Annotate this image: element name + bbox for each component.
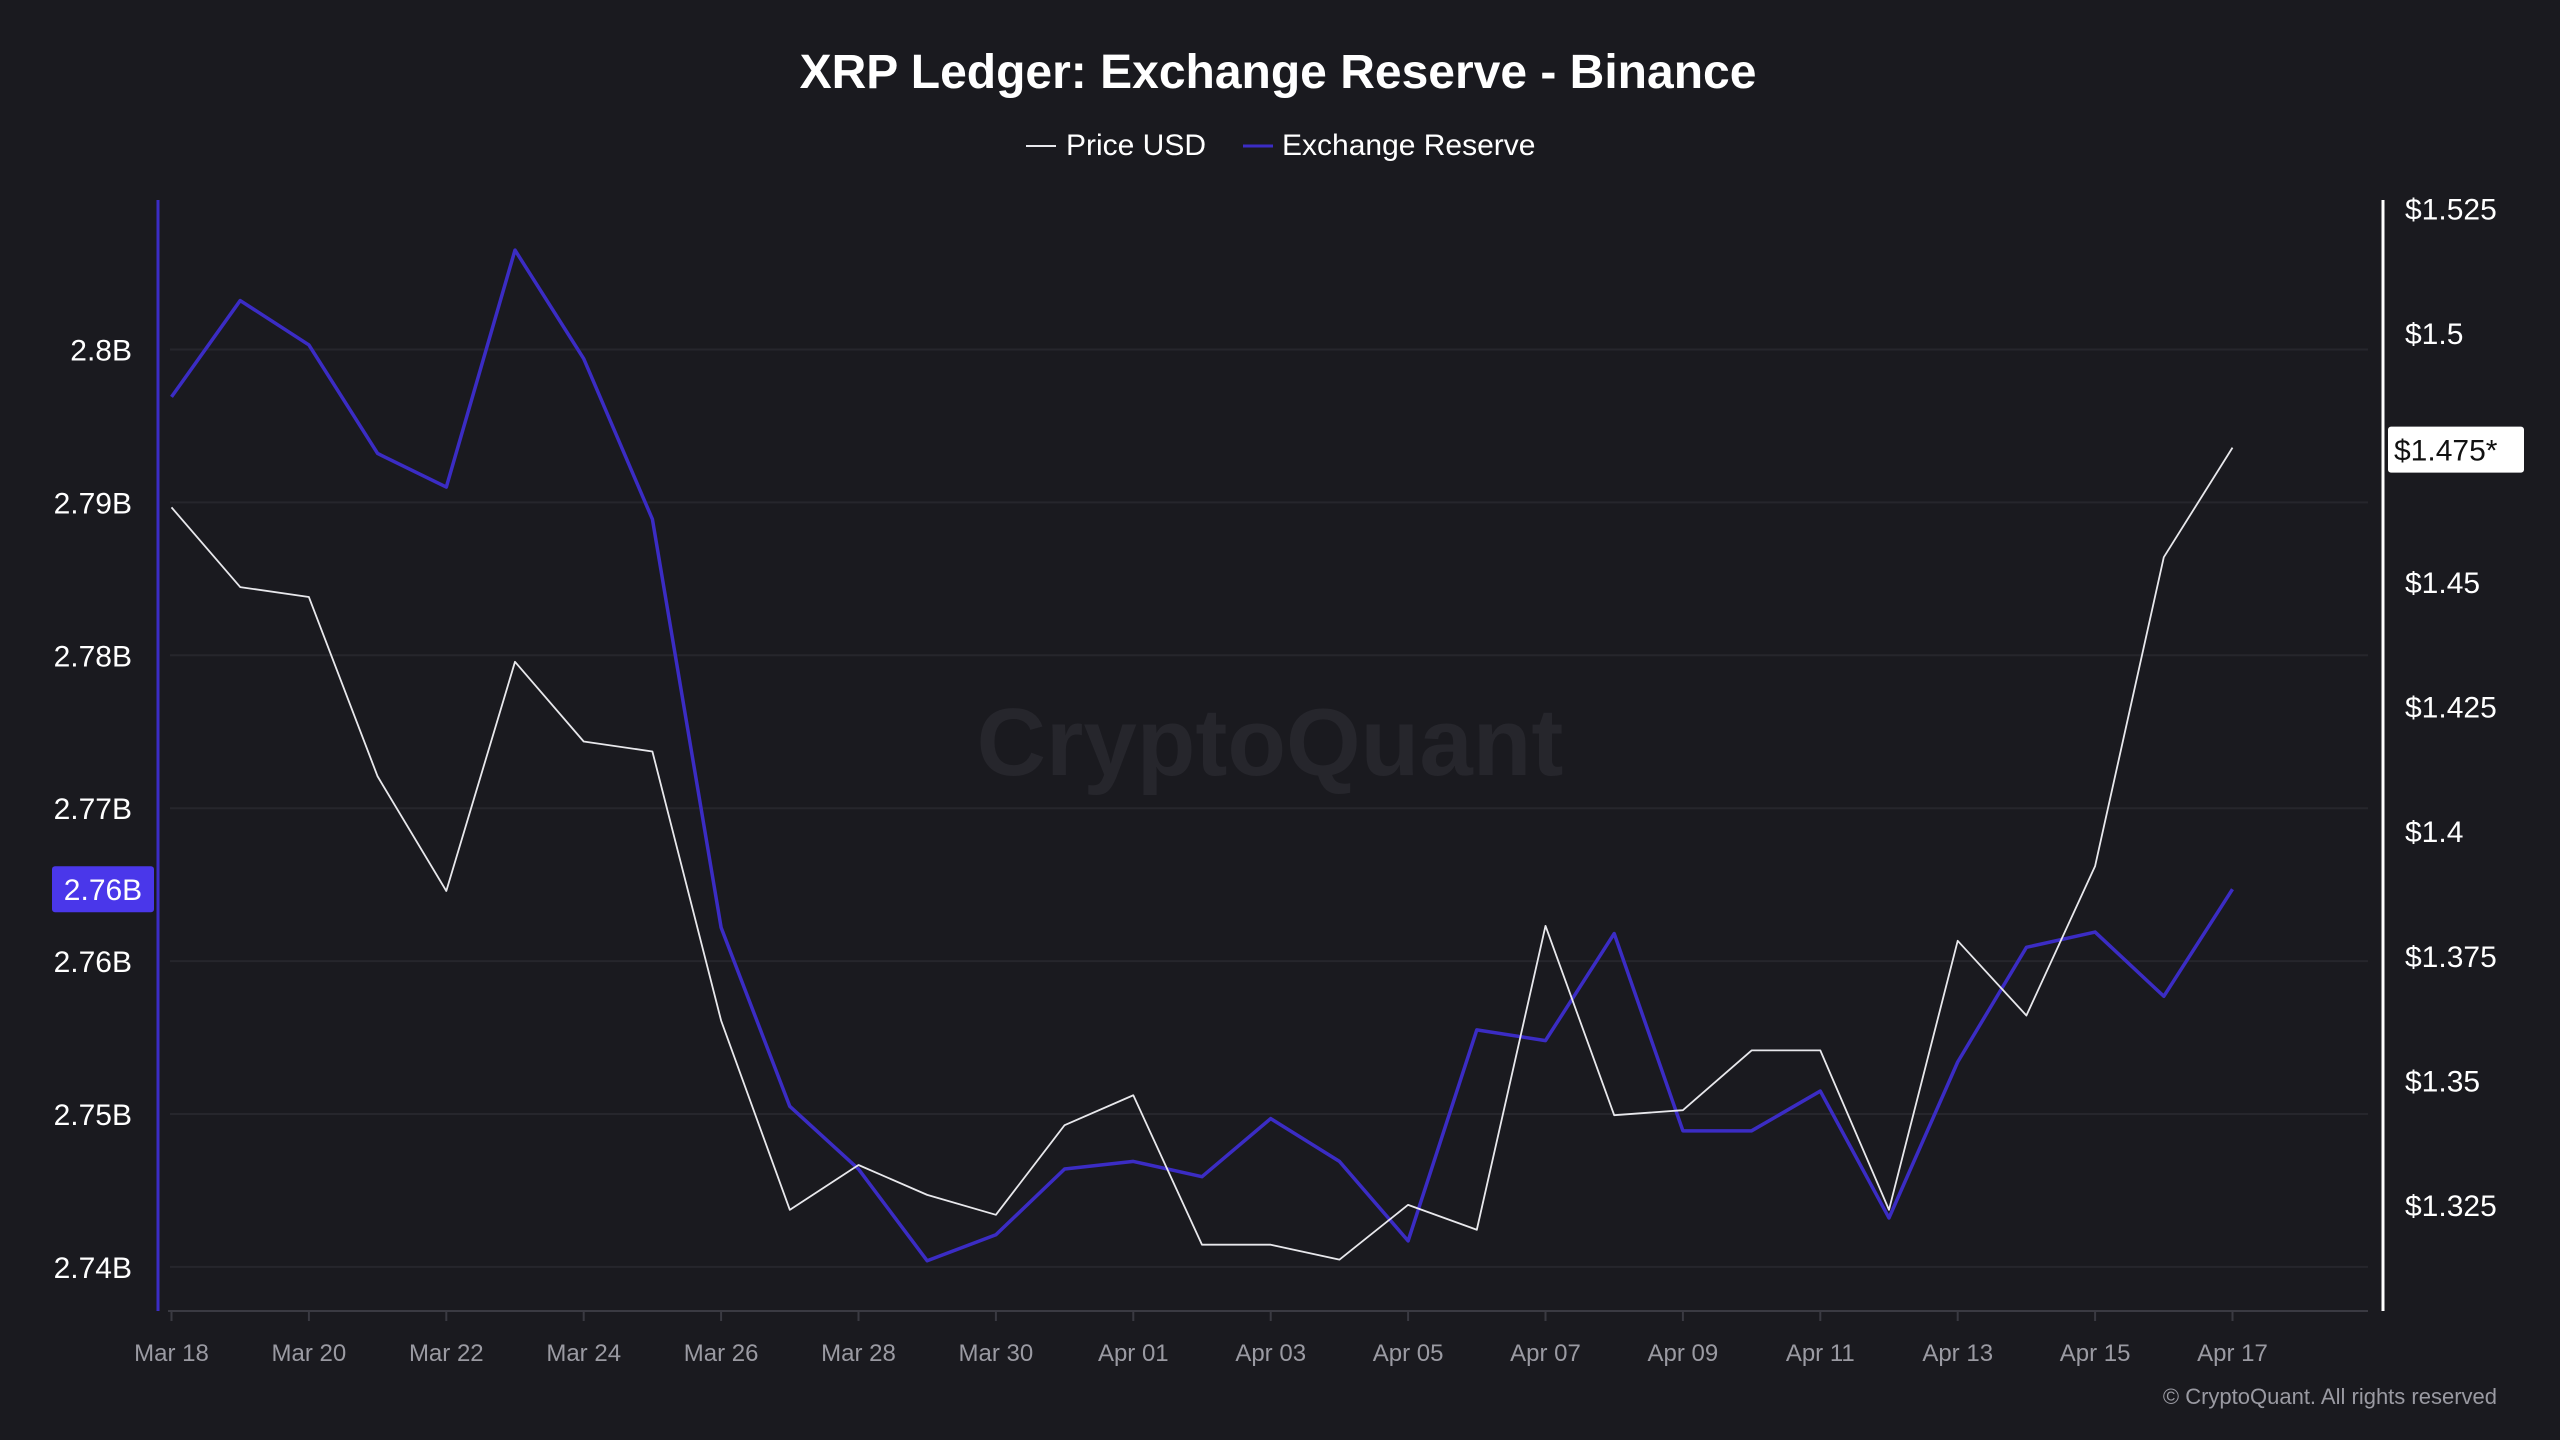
left-tick-label: 2.75B — [54, 1099, 132, 1132]
right-tick-label: $1.425 — [2405, 692, 2497, 725]
x-tick-label: Apr 01 — [1098, 1340, 1169, 1367]
x-tick-label: Apr 03 — [1235, 1340, 1306, 1367]
left-tick-label: 2.78B — [54, 640, 132, 673]
x-tick-label: Apr 13 — [1922, 1340, 1993, 1367]
left-tick-label: 2.77B — [54, 793, 132, 826]
right-tick-label: $1.35 — [2405, 1065, 2480, 1098]
x-tick-label: Mar 22 — [409, 1340, 484, 1367]
current-reserve-badge — [52, 866, 154, 913]
current-reserve-label: 2.76B — [64, 874, 142, 907]
watermark: CryptoQuant — [977, 689, 1564, 796]
x-tick-label: Mar 24 — [546, 1340, 621, 1367]
right-tick-label: $1.4 — [2405, 816, 2463, 849]
x-tick-label: Apr 09 — [1648, 1340, 1719, 1367]
x-tick-label: Mar 20 — [272, 1340, 347, 1367]
current-price-badge — [2388, 426, 2524, 473]
x-tick-label: Apr 05 — [1373, 1340, 1444, 1367]
axes — [156, 200, 2385, 1321]
legend-label-reserve: Exchange Reserve — [1282, 129, 1535, 162]
x-tick-label: Mar 28 — [821, 1340, 896, 1367]
legend-item-reserve[interactable]: Exchange Reserve — [1243, 129, 1535, 162]
right-tick-label: $1.525 — [2405, 193, 2497, 226]
left-tick-label: 2.79B — [54, 487, 132, 520]
right-tick-label: $1.5 — [2405, 318, 2463, 351]
right-tick-label: $1.325 — [2405, 1190, 2497, 1223]
right-tick-label: $1.45 — [2405, 567, 2480, 600]
gridlines — [170, 348, 2368, 1268]
x-tick-label: Mar 26 — [684, 1340, 759, 1367]
legend-label-price: Price USD — [1066, 129, 1206, 162]
x-tick-label: Mar 30 — [959, 1340, 1034, 1367]
left-tick-label: 2.8B — [70, 335, 132, 368]
axis-labels: 2.8B 2.79B 2.78B 2.77B 2.76B 2.75B 2.74B $1.525… — [52, 193, 2524, 1367]
legend: Price USD Exchange Reserve — [1026, 129, 1535, 162]
x-tick-label: Apr 17 — [2197, 1340, 2268, 1367]
left-tick-label: 2.76B — [54, 946, 132, 979]
copyright: © CryptoQuant. All rights reserved — [2163, 1384, 2497, 1409]
x-tick-label: Apr 15 — [2060, 1340, 2131, 1367]
series-lines — [170, 248, 2234, 1263]
x-tick-label: Apr 07 — [1510, 1340, 1581, 1367]
x-tick-label: Apr 11 — [1786, 1340, 1855, 1367]
left-tick-label: 2.74B — [54, 1252, 132, 1285]
chart-title: XRP Ledger: Exchange Reserve - Binance — [800, 46, 1757, 99]
current-price-label: $1.475* — [2394, 435, 2498, 468]
x-tick-label: Mar 18 — [134, 1340, 209, 1367]
right-tick-label: $1.375 — [2405, 941, 2497, 974]
legend-item-price[interactable]: Price USD — [1026, 129, 1206, 162]
